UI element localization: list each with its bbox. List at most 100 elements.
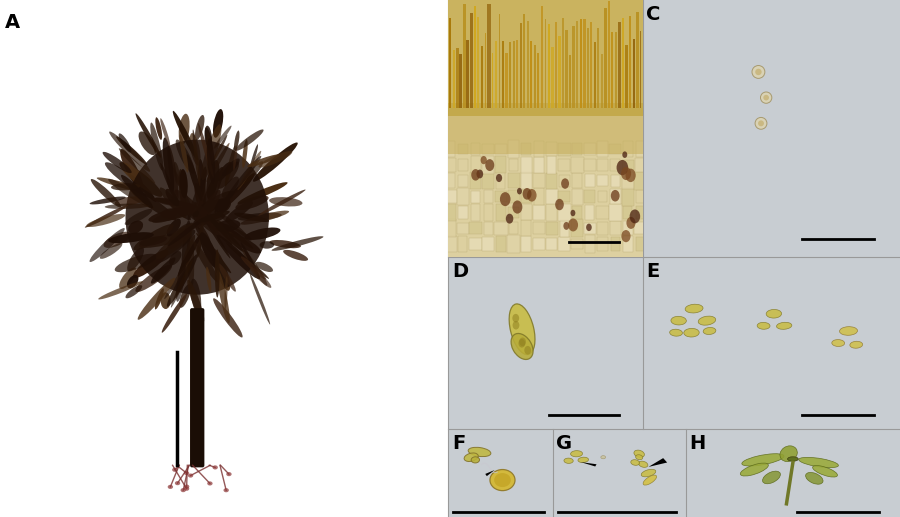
Ellipse shape (240, 210, 289, 225)
Ellipse shape (169, 251, 182, 265)
Bar (635, 12, 639, 108)
Ellipse shape (226, 472, 231, 476)
Bar (523, 14, 526, 108)
Bar (622, 172, 634, 189)
Ellipse shape (175, 481, 180, 485)
Ellipse shape (97, 177, 146, 192)
Ellipse shape (190, 133, 201, 165)
Ellipse shape (256, 262, 273, 272)
Bar (481, 47, 482, 108)
Ellipse shape (98, 281, 143, 299)
Ellipse shape (224, 276, 228, 310)
Bar (544, 19, 546, 108)
Ellipse shape (206, 215, 244, 252)
Bar (495, 157, 507, 173)
Bar (635, 206, 645, 219)
Ellipse shape (171, 260, 193, 308)
Bar (471, 204, 480, 221)
Bar (636, 141, 645, 157)
Bar (448, 0, 643, 257)
Bar (551, 48, 554, 108)
Ellipse shape (194, 242, 219, 283)
Ellipse shape (284, 250, 308, 261)
Bar (608, 1, 610, 108)
Ellipse shape (154, 197, 179, 206)
Bar (623, 221, 633, 235)
Ellipse shape (168, 200, 191, 220)
Bar (513, 41, 515, 108)
Ellipse shape (225, 201, 253, 222)
Ellipse shape (121, 175, 153, 208)
Ellipse shape (160, 292, 171, 309)
Text: G: G (556, 434, 572, 453)
Bar (597, 159, 608, 171)
Bar (499, 14, 500, 108)
Bar (509, 42, 511, 108)
Bar (598, 175, 608, 187)
Ellipse shape (194, 196, 233, 215)
Bar (446, 142, 455, 157)
Bar (643, 0, 900, 257)
Ellipse shape (223, 224, 252, 240)
Text: C: C (646, 5, 661, 24)
Bar (609, 144, 621, 155)
Ellipse shape (214, 197, 230, 216)
Ellipse shape (703, 327, 716, 334)
Ellipse shape (638, 461, 648, 467)
Ellipse shape (806, 473, 823, 484)
Bar (546, 238, 557, 250)
Bar (572, 206, 582, 219)
Ellipse shape (199, 207, 219, 222)
Ellipse shape (133, 250, 168, 278)
Ellipse shape (114, 196, 143, 206)
Ellipse shape (197, 219, 203, 258)
Text: F: F (452, 434, 465, 453)
Ellipse shape (799, 458, 839, 468)
Ellipse shape (90, 196, 126, 204)
Bar (562, 18, 564, 108)
Ellipse shape (238, 212, 282, 221)
Ellipse shape (86, 214, 125, 227)
Bar (448, 429, 553, 517)
Ellipse shape (241, 256, 266, 280)
Ellipse shape (177, 234, 201, 276)
Bar (535, 188, 544, 205)
Ellipse shape (212, 465, 218, 469)
Bar (491, 53, 493, 108)
Ellipse shape (167, 229, 188, 249)
Bar (634, 172, 647, 190)
Ellipse shape (121, 149, 143, 191)
Ellipse shape (186, 155, 202, 201)
Ellipse shape (155, 288, 164, 310)
Bar (585, 174, 595, 187)
FancyBboxPatch shape (190, 308, 204, 467)
Circle shape (621, 167, 631, 180)
Ellipse shape (199, 167, 223, 220)
Ellipse shape (100, 243, 122, 259)
Ellipse shape (564, 458, 573, 463)
Bar (534, 157, 544, 173)
Bar (554, 22, 557, 108)
Circle shape (755, 117, 767, 129)
Circle shape (621, 230, 631, 242)
Bar (530, 41, 532, 108)
Bar (582, 19, 586, 108)
Ellipse shape (221, 176, 239, 198)
Circle shape (476, 170, 483, 178)
Circle shape (568, 219, 578, 232)
Ellipse shape (193, 191, 235, 217)
Circle shape (616, 160, 628, 175)
Bar (449, 18, 451, 108)
Circle shape (755, 69, 761, 75)
Bar (559, 191, 571, 202)
Ellipse shape (150, 123, 163, 171)
Circle shape (626, 217, 635, 229)
Bar (622, 160, 634, 170)
Ellipse shape (766, 310, 781, 318)
Bar (495, 144, 507, 154)
Bar (572, 173, 582, 188)
Bar (571, 239, 583, 250)
Ellipse shape (227, 176, 254, 200)
Ellipse shape (242, 249, 267, 286)
Bar (508, 190, 519, 203)
